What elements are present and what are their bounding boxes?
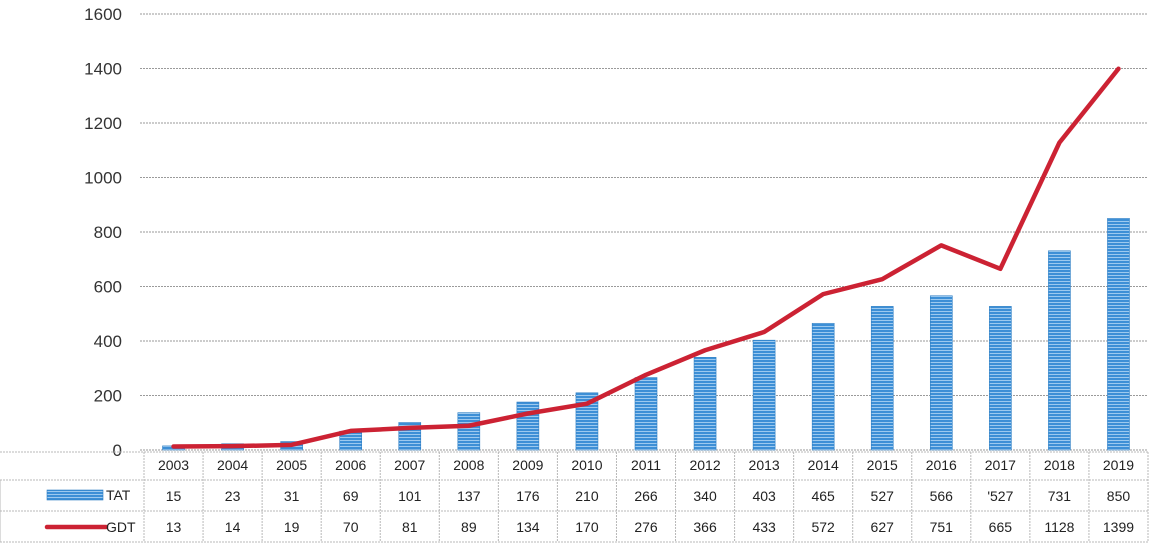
table-cell-gdt: 433	[752, 519, 776, 535]
y-tick-label: 400	[94, 332, 122, 351]
tat-bars	[162, 218, 1130, 451]
bar-tat	[811, 322, 835, 451]
bar-tat	[575, 392, 599, 451]
x-tick-label: 2006	[335, 457, 366, 473]
table-cell-gdt: 627	[871, 519, 895, 535]
y-tick-label: 600	[94, 278, 122, 297]
x-tick-label: 2010	[571, 457, 602, 473]
bar-tat	[634, 377, 658, 451]
table-cell-gdt: 572	[811, 519, 835, 535]
x-tick-label: 2015	[867, 457, 898, 473]
y-tick-label: 200	[94, 387, 122, 406]
x-tick-label: 2014	[808, 457, 839, 473]
table-cell-gdt: 70	[343, 519, 359, 535]
table-cell-gdt: 366	[693, 519, 717, 535]
bar-tat	[457, 412, 481, 451]
line-gdt	[171, 66, 1121, 449]
x-tick-label: 2016	[926, 457, 957, 473]
x-tick-label: 2013	[749, 457, 780, 473]
table-cell-gdt: 665	[989, 519, 1013, 535]
bar-tat	[693, 357, 717, 451]
x-tick-label: 2017	[985, 457, 1016, 473]
gdt-line	[171, 66, 1121, 449]
table-cell-tat: 69	[343, 488, 359, 504]
table-cell-tat: 340	[693, 488, 717, 504]
table-cell-tat: 23	[225, 488, 241, 504]
x-tick-label: 2008	[453, 457, 484, 473]
gridlines	[140, 13, 1148, 451]
x-tick-label: 2007	[394, 457, 425, 473]
table-cell-tat: 465	[811, 488, 835, 504]
table-cell-tat: 403	[752, 488, 776, 504]
x-tick-label: 2009	[512, 457, 543, 473]
table-cell-gdt: 89	[461, 519, 477, 535]
table-cell-gdt: 1128	[1044, 519, 1074, 535]
legend-label-tat: TAT	[106, 487, 131, 503]
table-cell-gdt: 13	[166, 519, 182, 535]
bar-tat	[1107, 218, 1130, 451]
y-tick-label: 1000	[84, 169, 122, 188]
table-cell-gdt: 276	[634, 519, 658, 535]
table-cell-tat: 850	[1107, 488, 1131, 504]
bar-tat	[516, 401, 540, 451]
table-cell-gdt: 81	[402, 519, 418, 535]
table-cell-tat: 31	[284, 488, 300, 504]
legend-key-tat	[46, 489, 104, 501]
x-tick-label: 2004	[217, 457, 248, 473]
table-cell-tat: 101	[398, 488, 422, 504]
y-tick-label: 0	[113, 441, 122, 460]
y-tick-label: 1400	[84, 60, 122, 79]
table-cell-gdt: 19	[284, 519, 300, 535]
table-cell-gdt: 1399	[1103, 519, 1134, 535]
table-cell-tat: 137	[457, 488, 481, 504]
table-cell-gdt: 134	[516, 519, 540, 535]
table-cell-tat: 15	[166, 488, 182, 504]
x-tick-label: 2012	[689, 457, 720, 473]
bar-tat	[929, 295, 953, 451]
table-cell-tat: 527	[871, 488, 895, 504]
table-cell-tat: 266	[634, 488, 658, 504]
y-tick-label: 800	[94, 223, 122, 242]
y-axis: 0 200 400 600 800 1000 1200 1400 1600	[84, 5, 122, 460]
table-cell-gdt: 14	[225, 519, 241, 535]
x-tick-label: 2018	[1044, 457, 1075, 473]
table-cell-tat: '527	[987, 488, 1013, 504]
y-tick-label: 1200	[84, 114, 122, 133]
x-tick-label: 2005	[276, 457, 307, 473]
data-table: 2003 2004 2005 2006 2007 2008 2009 2010 2011 2012…	[0, 451, 1149, 543]
x-tick-label: 2011	[631, 457, 661, 473]
table-cell-tat: 176	[516, 488, 540, 504]
bar-tat	[870, 306, 894, 451]
x-tick-label: 2003	[158, 457, 189, 473]
table-cell-gdt: 751	[930, 519, 954, 535]
bar-tat	[752, 339, 776, 451]
x-tick-label: 2019	[1103, 457, 1134, 473]
table-cell-tat: 210	[575, 488, 599, 504]
legend-label-gdt: GDT	[106, 519, 136, 535]
table-cell-tat: 731	[1048, 488, 1072, 504]
y-tick-label: 1600	[84, 5, 122, 24]
table-cell-tat: 566	[930, 488, 954, 504]
bar-tat	[1048, 250, 1071, 451]
table-cell-gdt: 170	[575, 519, 599, 535]
bar-tat	[989, 306, 1012, 451]
